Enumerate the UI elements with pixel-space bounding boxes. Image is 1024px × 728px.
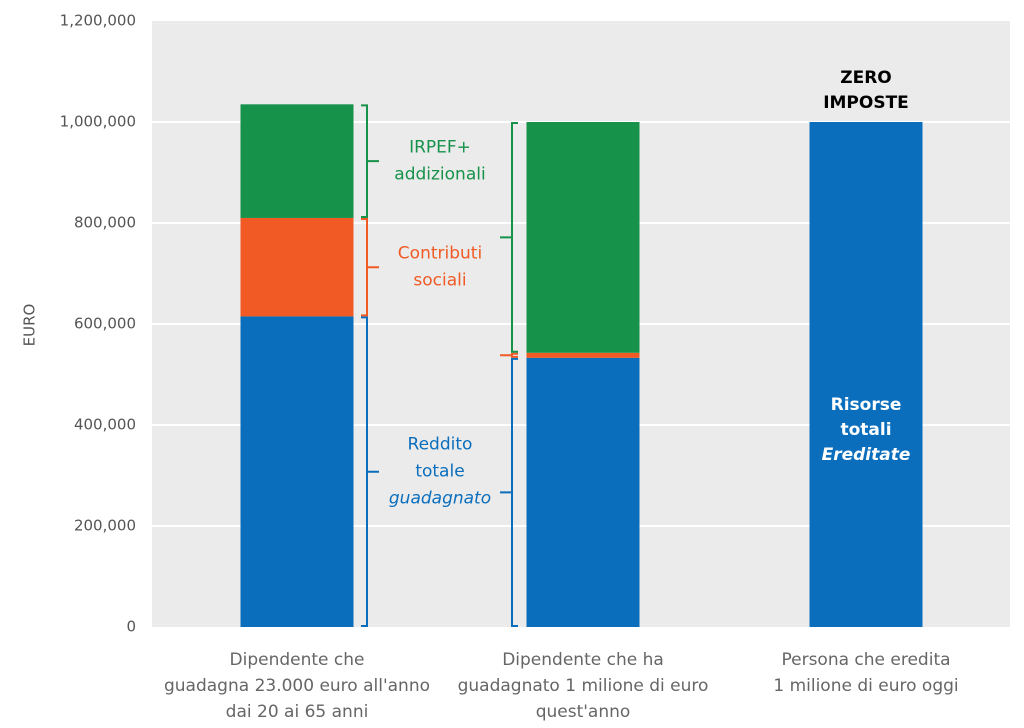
segment-label: totale: [415, 462, 464, 482]
x-tick-label: Dipendente che ha: [502, 650, 664, 670]
bar-segment: [526, 122, 640, 353]
y-tick-label: 400,000: [74, 416, 136, 434]
segment-label: addizionali: [394, 165, 485, 185]
bar-segment: [240, 316, 354, 627]
y-tick-label: 600,000: [74, 315, 136, 333]
bracket: [361, 217, 379, 317]
bar-annotation: totali: [840, 420, 891, 440]
bar-annotation: ZERO: [840, 68, 891, 88]
y-tick-label: 0: [126, 618, 136, 636]
x-tick-label: guadagnato 1 milione di euro: [458, 676, 709, 696]
bar-segment: [809, 122, 923, 627]
bar-segment: [526, 357, 640, 627]
bracket: [500, 357, 518, 627]
x-tick-label: dai 20 ai 65 anni: [226, 702, 369, 722]
bar-segment: [526, 352, 640, 358]
bar-segment: [240, 104, 354, 218]
bracket: [361, 316, 379, 627]
bar-segment: [240, 217, 354, 317]
segment-label: Contributi: [398, 244, 482, 264]
bar-annotation: IMPOSTE: [823, 93, 909, 113]
y-tick-label: 800,000: [74, 214, 136, 232]
x-tick-label: 1 milione di euro oggi: [773, 676, 958, 696]
x-tick-label: Dipendente che: [230, 650, 365, 670]
y-tick-label: 200,000: [74, 517, 136, 535]
segment-label: IRPEF+: [409, 138, 471, 158]
x-tick-label: guadagna 23.000 euro all'anno: [164, 676, 430, 696]
segment-label: Reddito: [408, 435, 473, 455]
bracket: [500, 352, 518, 358]
y-tick-label: 1,200,000: [60, 12, 136, 30]
bar-annotation: Ereditate: [822, 445, 911, 465]
segment-label: sociali: [413, 271, 466, 291]
y-tick-label: 1,000,000: [60, 113, 136, 131]
bracket: [500, 122, 518, 353]
y-axis-label: EURO: [21, 304, 39, 347]
segment-label: guadagnato: [389, 489, 491, 509]
bracket: [361, 104, 379, 218]
bar-annotation: Risorse: [831, 395, 902, 415]
x-tick-label: Persona che eredita: [781, 650, 950, 670]
x-tick-label: quest'anno: [536, 702, 631, 722]
